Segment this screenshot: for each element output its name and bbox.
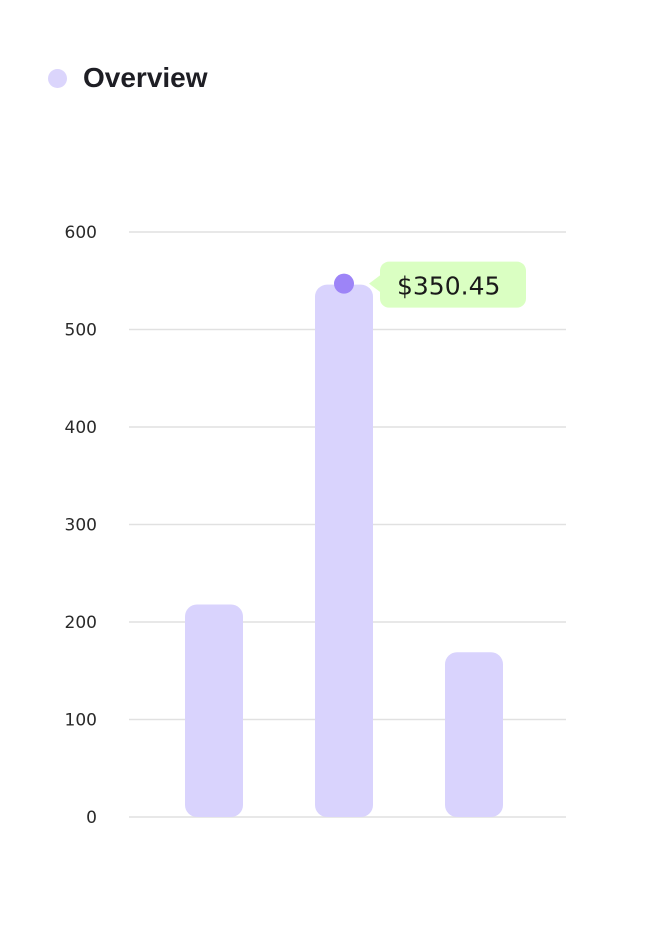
y-tick-label: 500: [65, 321, 97, 341]
tooltip-value: $350.45: [397, 272, 500, 301]
bars: [185, 284, 503, 817]
y-tick-label: 300: [65, 516, 97, 536]
y-axis-ticks: 0 100 200 300 400 500 600: [65, 223, 97, 828]
bar[interactable]: [315, 284, 373, 817]
y-tick-label: 0: [86, 808, 97, 828]
value-tooltip: $350.45: [334, 261, 526, 308]
tooltip-pointer: [369, 274, 381, 293]
bar-marker: [334, 273, 354, 294]
y-tick-label: 100: [65, 711, 97, 731]
bar[interactable]: [185, 604, 243, 817]
chart-header: Overview: [48, 60, 208, 96]
y-tick-label: 600: [65, 223, 97, 243]
chart-title: Overview: [83, 62, 208, 93]
y-tick-label: 400: [65, 418, 97, 438]
legend-dot-icon: [48, 68, 67, 88]
y-tick-label: 200: [65, 613, 97, 633]
tooltip-box: [380, 261, 526, 308]
bar[interactable]: [445, 652, 503, 817]
